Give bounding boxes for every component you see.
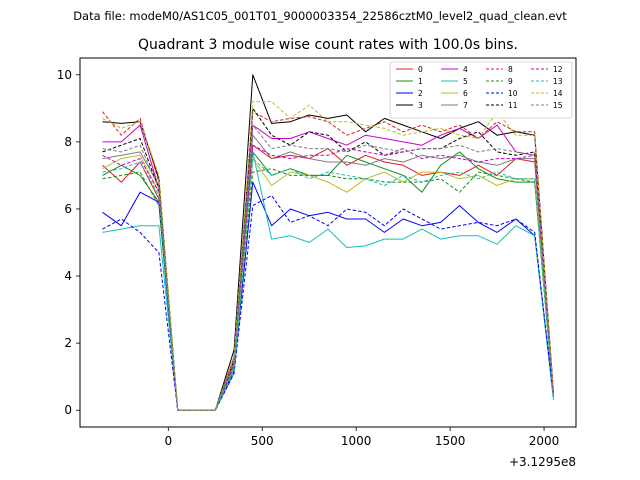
y-tick-label: 0 (64, 403, 72, 417)
legend-label-14: 14 (553, 89, 563, 98)
figure-suptitle: Data file: modeM0/AS1C05_001T01_90000033… (73, 9, 567, 23)
y-tick-label: 4 (64, 269, 72, 283)
legend-label-3: 3 (418, 101, 423, 110)
legend-label-5: 5 (463, 77, 468, 86)
x-tick-label: 1000 (341, 434, 372, 448)
y-tick-label: 8 (64, 135, 72, 149)
legend-label-2: 2 (418, 89, 423, 98)
legend-label-10: 10 (508, 89, 518, 98)
legend-label-9: 9 (508, 77, 513, 86)
series-layer (102, 74, 554, 411)
legend-label-11: 11 (508, 101, 518, 110)
x-tick-label: 500 (251, 434, 274, 448)
y-tick-label: 6 (64, 202, 72, 216)
legend-label-6: 6 (463, 89, 468, 98)
legend-label-13: 13 (553, 77, 563, 86)
legend-label-15: 15 (553, 101, 563, 110)
legend-frame (389, 61, 573, 119)
series-line-14 (102, 101, 554, 411)
y-tick-label: 2 (64, 336, 72, 350)
chart-title: Quadrant 3 module wise count rates with … (138, 37, 518, 53)
legend-label-8: 8 (508, 65, 513, 74)
x-offset-label: +3.1295e8 (509, 455, 576, 469)
x-tick-label: 1500 (435, 434, 466, 448)
legend-label-4: 4 (463, 65, 468, 74)
y-tick-label: 10 (57, 68, 72, 82)
legend-label-7: 7 (463, 101, 468, 110)
series-line-15 (102, 124, 554, 411)
x-tick-label: 2000 (529, 434, 560, 448)
legend-label-12: 12 (553, 65, 563, 74)
series-line-10 (102, 195, 554, 411)
legend-label-0: 0 (418, 65, 423, 74)
x-tick-label: 0 (164, 434, 172, 448)
plot-area (79, 57, 577, 428)
legend-label-1: 1 (418, 77, 423, 86)
